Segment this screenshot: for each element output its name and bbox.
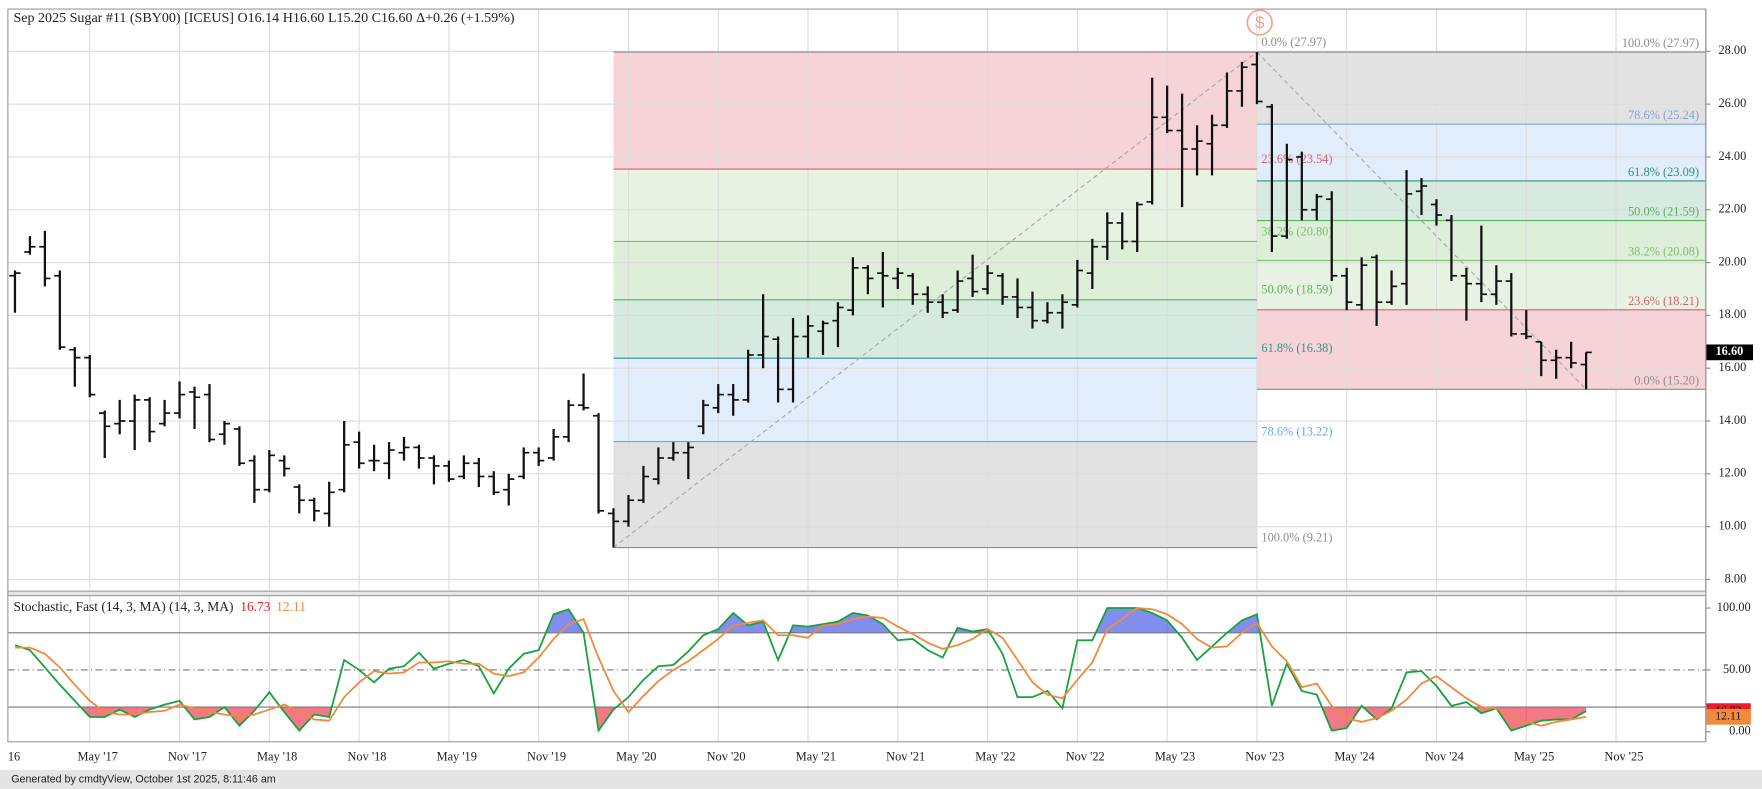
fib-zone [1256,52,1706,125]
fib-label: 38.2% (20.80) [1261,224,1332,238]
y-tick-label: 28.00 [1718,43,1746,57]
x-tick-label: May '22 [975,749,1015,763]
fib-label: 23.6% (18.21) [1628,294,1699,308]
fib-label: 100.0% (9.21) [1261,530,1332,544]
x-tick-label: May '23 [1155,749,1195,763]
last-price-tag [1705,344,1754,361]
fib-label: 61.8% (16.38) [1261,341,1332,355]
x-tick-label: Nov '24 [1425,749,1464,763]
header: Sep 2025 Sugar #11 (SBY00) [ICEUS] O16.1… [13,10,514,26]
fib-label: 0.0% (27.97) [1261,35,1326,49]
x-tick-label: May '17 [77,749,117,763]
fib-zone [613,241,1257,300]
y-tick-label: 100.00 [1717,600,1751,614]
ohlc-change: Δ+0.26 (+1.59%) [416,10,515,26]
y-tick-label: 20.00 [1718,254,1746,268]
fib-label: 38.2% (20.08) [1628,244,1699,258]
x-tick-label: Nov '23 [1245,749,1284,763]
x-tick-label: May '21 [796,749,836,763]
footer: Generated by cmdtyView, October 1st 2025… [11,774,276,786]
x-tick-label: Nov '20 [707,749,746,763]
stochastic-fill [545,608,1260,633]
y-tick-label: 16.00 [1718,360,1746,374]
stochastic-line [14,607,1587,727]
fib-zone [613,169,1257,242]
fib-label: 50.0% (21.59) [1628,205,1699,219]
last-value-tag [1705,708,1751,725]
fib-label: 78.6% (13.22) [1261,424,1332,438]
x-tick-label: May '18 [257,749,297,763]
x-tick-label: May '24 [1334,749,1374,763]
ohlc-low: L15.20 [328,10,368,26]
panel-separator [7,590,1707,597]
x-tick-label: 16 [8,749,20,763]
dividend-icon-symbol: $ [1255,13,1265,32]
price-panel: 100.0% (9.21) 78.6% (13.22) 61.8% (16.38) 5… [7,9,1706,591]
fib-trend-line [613,51,1258,548]
ohlc-high: H16.60 [283,10,325,26]
x-tick-label: May '19 [437,749,477,763]
footer-bar [0,769,1762,789]
x-tick-label: Nov '19 [527,749,566,763]
fib-label: 100.0% (27.97) [1622,36,1699,50]
x-tick-label: Nov '17 [168,749,207,763]
ohlc-open: O16.14 [237,10,279,26]
y-tick-label: 26.00 [1718,96,1746,110]
y-tick-label: 14.00 [1718,413,1746,427]
stochastic-panel [7,595,1706,742]
x-tick-label: Nov '25 [1604,749,1643,763]
y-tick-label: 24.00 [1718,149,1746,163]
fib-zone [1256,124,1706,181]
stochastic-legend-value: 16.73 [240,599,271,614]
fib-zone [613,441,1257,548]
x-tick-label: May '25 [1514,749,1554,763]
x-tick-label: Nov '22 [1066,749,1105,763]
fib-zone [613,358,1257,442]
ohlc-close: C16.60 [372,10,413,26]
header-title: Sep 2025 Sugar #11 (SBY00) [ICEUS] [13,10,233,26]
x-tick-label: Nov '18 [348,749,387,763]
y-tick-label: 22.00 [1718,202,1746,216]
y-tick-label: 8.00 [1725,571,1747,585]
fib-label: 50.0% (18.59) [1261,283,1332,297]
last-value-label: 12.11 [1715,709,1741,723]
dividend-icon [1246,9,1273,36]
plot-layer: 100.0% (9.21) 78.6% (13.22) 61.8% (16.38) 5… [7,9,1754,763]
x-tick-label: May '20 [616,749,656,763]
y-tick-label: 0.00 [1729,724,1751,738]
fib-zone [613,299,1257,359]
last-price-label: 16.60 [1716,344,1744,358]
y-tick-label: 50.00 [1723,662,1751,676]
x-tick-label: Nov '21 [886,749,925,763]
fib-label: 23.6% (23.54) [1261,152,1332,166]
stochastic-legend-value: 12.11 [276,599,306,614]
fib-label: 0.0% (15.20) [1634,373,1699,387]
y-tick-label: 12.00 [1718,466,1746,480]
stochastic-line [14,607,1587,733]
y-tick-label: 18.00 [1718,307,1746,321]
fib-zone [1256,309,1706,390]
y-tick-label: 10.00 [1718,518,1746,532]
fib-label: 78.6% (25.24) [1628,108,1699,122]
stochastic-title: Stochastic, Fast (14, 3, MA) (14, 3, MA) [13,599,233,614]
fib-label: 61.8% (23.09) [1628,165,1699,179]
fib-zone [613,52,1257,170]
